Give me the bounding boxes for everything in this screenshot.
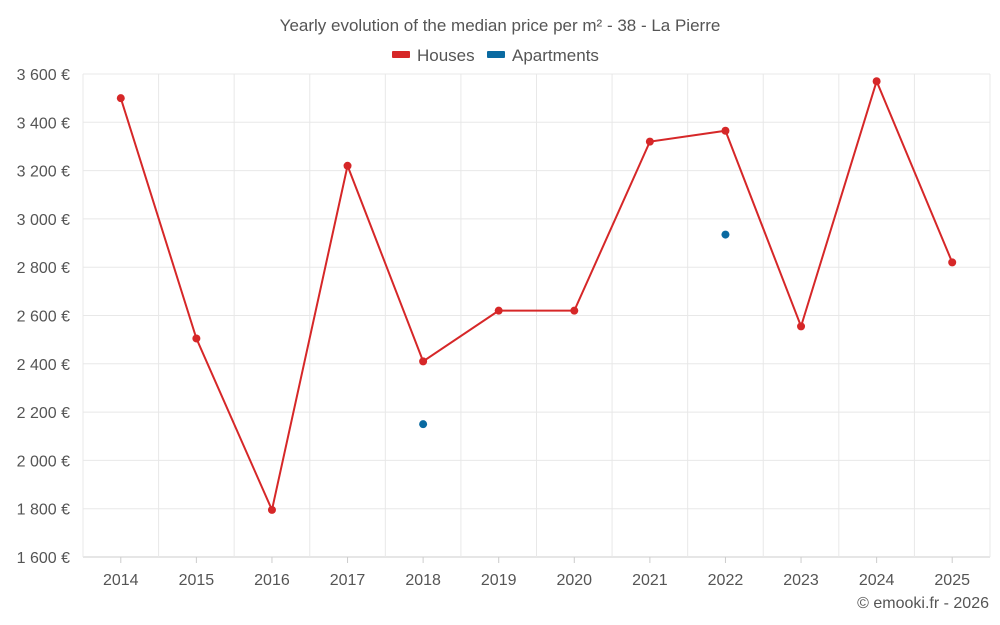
legend: Houses Apartments <box>392 46 599 65</box>
y-tick-label: 2 000 € <box>17 453 70 470</box>
houses-legend-label: Houses <box>417 46 475 65</box>
x-tick-label: 2018 <box>405 572 441 589</box>
houses-point <box>267 505 276 514</box>
houses-point <box>797 322 806 331</box>
houses-point <box>872 77 881 86</box>
apartments-legend-swatch <box>487 51 505 58</box>
x-axis: 2014 2015 2016 2017 2018 2019 2020 2021 2022 2023… <box>103 557 970 589</box>
houses-point <box>645 137 654 146</box>
y-tick-label: 2 800 € <box>17 260 70 277</box>
y-tick-label: 1 800 € <box>17 502 70 519</box>
houses-point <box>721 126 730 135</box>
x-tick-label: 2021 <box>632 572 668 589</box>
houses-legend-swatch <box>392 51 410 58</box>
gridlines <box>82 73 991 558</box>
y-tick-label: 3 400 € <box>17 115 70 132</box>
apartments-point <box>721 230 730 239</box>
x-tick-label: 2015 <box>179 572 215 589</box>
y-axis: 1 600 € 1 800 € 2 000 € 2 200 € 2 400 € 2 600… <box>17 67 70 567</box>
apartments-legend-label: Apartments <box>512 46 599 65</box>
y-tick-label: 3 600 € <box>17 67 70 84</box>
x-tick-label: 2019 <box>481 572 517 589</box>
credit-text: © emooki.fr - 2026 <box>857 595 989 612</box>
houses-line <box>119 78 954 514</box>
x-tick-label: 2016 <box>254 572 290 589</box>
y-tick-label: 2 200 € <box>17 405 70 422</box>
houses-point <box>116 94 125 103</box>
series-layer <box>116 77 957 514</box>
houses-point <box>192 334 201 343</box>
houses-point <box>948 258 957 267</box>
y-tick-label: 3 000 € <box>17 212 70 229</box>
x-tick-label: 2014 <box>103 572 139 589</box>
y-tick-label: 3 200 € <box>17 164 70 181</box>
x-tick-label: 2023 <box>783 572 819 589</box>
x-tick-label: 2017 <box>330 572 366 589</box>
houses-point <box>570 306 579 315</box>
houses-point <box>494 306 503 315</box>
houses-point <box>343 161 352 170</box>
x-tick-label: 2024 <box>859 572 895 589</box>
y-tick-label: 1 600 € <box>17 550 70 567</box>
chart-title: Yearly evolution of the median price per… <box>280 16 721 35</box>
y-tick-label: 2 400 € <box>17 357 70 374</box>
y-tick-label: 2 600 € <box>17 309 70 326</box>
x-tick-label: 2025 <box>934 572 970 589</box>
apartments-point <box>419 420 428 429</box>
x-tick-label: 2022 <box>708 572 744 589</box>
houses-point <box>419 357 428 366</box>
x-tick-label: 2020 <box>556 572 592 589</box>
